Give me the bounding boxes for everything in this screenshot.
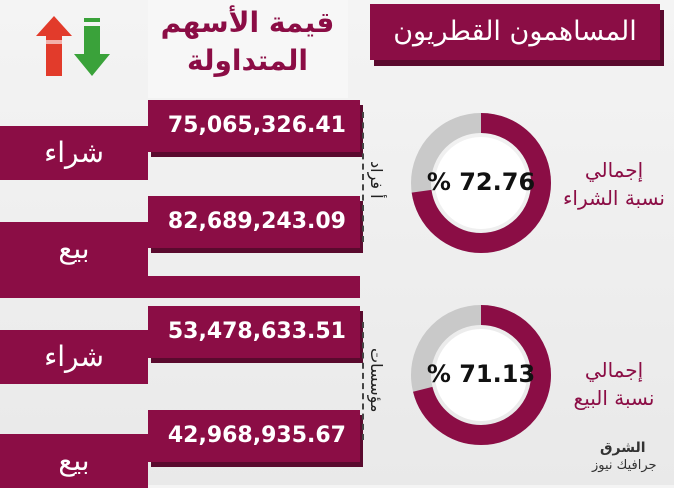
- value-column-title-line2: المتداولة: [187, 44, 308, 77]
- action-label-2: بيع: [0, 222, 148, 276]
- sale-ratio-caption-line1: إجمالي: [584, 358, 644, 382]
- action-label-1-text: شراء: [44, 136, 104, 169]
- sale-ratio-value: % 71.13: [426, 360, 536, 388]
- group-label-individuals: أ فراد: [367, 161, 386, 199]
- group-separator: [0, 276, 360, 298]
- up-arrow-icon: [36, 16, 72, 76]
- purchase-ratio-caption-line1: إجمالي: [584, 158, 644, 182]
- banner-title: المساهمون القطريون: [393, 16, 637, 47]
- value-box-1: 75,065,326.41: [148, 100, 360, 152]
- sale-ratio-donut: [411, 305, 551, 445]
- action-label-3: شراء: [0, 330, 148, 384]
- value-column-title: قيمة الأسهم المتداولة: [150, 4, 345, 80]
- logo-line2: جرافيك نيوز: [592, 458, 657, 473]
- donut-hole: [435, 137, 527, 229]
- donut-arc: [411, 113, 551, 253]
- group-label-institutions: مؤسسات: [367, 347, 386, 413]
- value-box-2: 82,689,243.09: [148, 196, 360, 248]
- action-label-2-text: بيع: [58, 232, 90, 265]
- logo-line1: الشرق: [600, 440, 646, 456]
- action-label-4-text: بيع: [58, 444, 90, 477]
- donut-hole: [435, 329, 527, 421]
- group-bracket-individuals: [362, 112, 378, 242]
- donut-arc: [411, 305, 551, 445]
- banner-bg: [370, 4, 660, 60]
- value-column-title-line1: قيمة الأسهم: [160, 6, 335, 39]
- action-label-3-text: شراء: [44, 340, 104, 373]
- action-label-1: شراء: [0, 126, 148, 180]
- value-box-3: 53,478,633.51: [148, 306, 360, 358]
- purchase-ratio-value: % 72.76: [426, 168, 536, 196]
- action-label-4: بيع: [0, 434, 148, 488]
- down-arrow-icon: [74, 18, 110, 76]
- value-box-4: 42,968,935.67: [148, 410, 360, 462]
- value-column-header-bg: [148, 0, 348, 98]
- purchase-ratio-caption-line2: نسبة الشراء: [562, 186, 665, 210]
- sale-ratio-caption-line2: نسبة البيع: [573, 386, 655, 410]
- purchase-ratio-donut: [411, 113, 551, 253]
- up-down-arrows-icon: [36, 16, 110, 76]
- purchase-ratio-caption: إجمالي نسبة الشراء: [558, 156, 670, 212]
- group-bracket-institutions: [362, 322, 378, 440]
- sale-ratio-caption: إجمالي نسبة البيع: [558, 356, 670, 412]
